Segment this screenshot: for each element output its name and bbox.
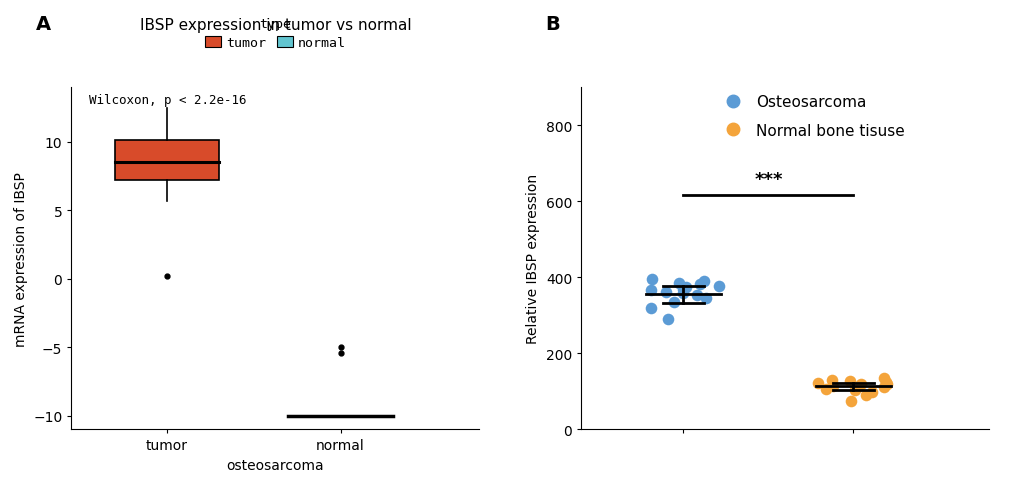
X-axis label: osteosarcoma: osteosarcoma — [226, 458, 324, 472]
Text: A: A — [36, 15, 51, 34]
Title: IBSP expression in tumor vs normal: IBSP expression in tumor vs normal — [140, 18, 411, 33]
Point — [848, 383, 864, 391]
Point — [823, 376, 840, 384]
Bar — [115, 141, 219, 181]
Point — [817, 385, 834, 393]
Point — [643, 276, 659, 284]
Point — [657, 288, 674, 296]
Point — [643, 287, 659, 295]
Point — [842, 397, 858, 405]
Point — [824, 382, 841, 390]
Point — [876, 378, 893, 386]
Point — [875, 384, 892, 391]
Text: ***: *** — [753, 170, 782, 188]
Point — [688, 292, 704, 300]
Legend: Osteosarcoma, Normal bone tisuse: Osteosarcoma, Normal bone tisuse — [710, 89, 910, 144]
Point — [642, 304, 658, 312]
Point — [710, 282, 727, 290]
Point — [665, 298, 682, 306]
Text: B: B — [545, 15, 559, 34]
Point — [675, 285, 691, 293]
Point — [841, 377, 857, 385]
Text: Wilcoxon, p < 2.2e-16: Wilcoxon, p < 2.2e-16 — [89, 94, 246, 107]
Point — [696, 278, 712, 285]
Point — [669, 280, 686, 287]
Y-axis label: mRNA expression of IBSP: mRNA expression of IBSP — [13, 171, 28, 346]
Point — [809, 379, 825, 387]
Point — [678, 283, 694, 291]
Point — [863, 388, 879, 396]
Y-axis label: Relative IBSP expression: Relative IBSP expression — [526, 174, 540, 344]
Point — [852, 380, 868, 388]
Point — [658, 315, 675, 323]
Point — [675, 290, 691, 298]
Point — [878, 381, 895, 388]
Point — [857, 391, 873, 399]
Point — [846, 386, 862, 394]
Point — [697, 295, 713, 303]
Legend: tumor, normal: tumor, normal — [200, 12, 351, 56]
Point — [691, 281, 707, 288]
Point — [875, 374, 892, 382]
